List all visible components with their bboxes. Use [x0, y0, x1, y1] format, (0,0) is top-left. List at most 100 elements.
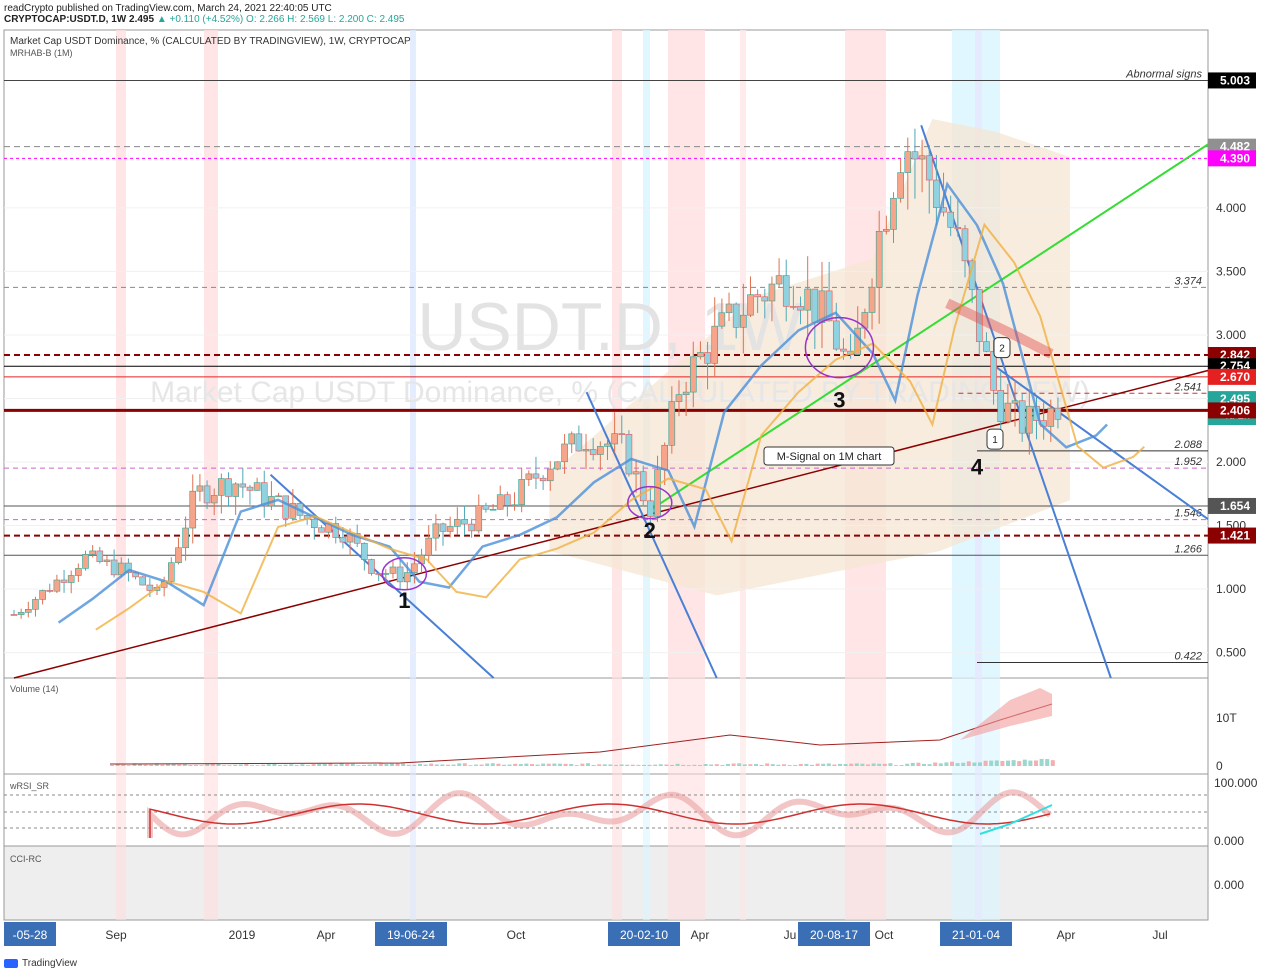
volume-bar-113	[742, 764, 747, 766]
volume-bar-91	[619, 764, 624, 766]
volume-bar-49	[384, 764, 389, 766]
x-tick-box-0	[4, 922, 56, 946]
volume-bar-28	[266, 764, 271, 766]
candle-95	[689, 356, 697, 393]
candle-109	[790, 306, 797, 308]
volume-bar-29	[272, 763, 277, 766]
candle-51	[375, 573, 382, 575]
candle-140	[1011, 400, 1019, 404]
candle-32	[239, 483, 247, 488]
volume-bar-107	[709, 764, 714, 766]
volume-bar-114	[748, 764, 753, 766]
trend-line-blue-2	[585, 391, 718, 679]
symbol-info: CRYPTOCAP:USDT.D, 1W 2.495 ▲ +0.110 (+4.…	[4, 14, 405, 25]
candle-45	[332, 523, 340, 538]
circle-marker-0	[381, 557, 428, 591]
watermark: USDT.D, 1W Market Cap USDT Dominance, % …	[150, 289, 1090, 409]
candle-62	[454, 519, 461, 527]
volume-bar-138	[882, 763, 887, 766]
candle-42	[311, 518, 318, 529]
volume-bar-4	[132, 763, 137, 766]
candle-18	[139, 576, 147, 586]
candle-0	[10, 614, 18, 616]
badge-text-5.003: 5.003	[1220, 73, 1250, 87]
candle-25	[189, 490, 197, 529]
candle-66	[482, 505, 490, 510]
candle-59	[432, 523, 440, 539]
volume-bar-48	[378, 763, 383, 766]
volume-bar-146	[927, 764, 932, 766]
cci-pane[interactable]	[3, 845, 1209, 921]
candle-102	[740, 314, 747, 328]
x-tick-1: Sep	[105, 928, 127, 942]
volume-bar-63	[462, 763, 467, 766]
volume-bar-123	[798, 763, 803, 766]
annotation-4: 4	[971, 455, 984, 480]
tradingview-logo-icon	[4, 959, 18, 968]
volume-bar-10	[166, 763, 170, 766]
volume-bar-18	[210, 763, 215, 766]
volume-bar-47	[373, 764, 378, 766]
volume-bar-31	[283, 764, 288, 766]
x-tick-6: 20-02-10	[620, 928, 668, 942]
volume-bar-54	[412, 764, 417, 766]
candle-71	[518, 479, 525, 506]
volume-bar-32	[289, 764, 294, 766]
volume-bar-109	[720, 765, 725, 766]
volume-bar-14	[188, 765, 193, 766]
volume-bar-58	[434, 764, 439, 766]
candle-69	[504, 494, 511, 506]
volume-bar-75	[530, 764, 534, 766]
x-tick-2: 2019	[229, 928, 256, 942]
time-axis[interactable]: -05-28 Sep 2019 Apr 19-06-24 Oct 20-02-10 Apr Ju…	[4, 922, 1168, 946]
volume-bar-111	[731, 763, 736, 766]
volume-bar-30	[278, 764, 282, 766]
y-tick-6: 3.500	[1216, 264, 1246, 278]
volume-bar-19	[216, 763, 221, 766]
volume-bar-82	[569, 764, 574, 766]
candle-64	[468, 523, 475, 532]
candle-86	[625, 433, 633, 475]
volume-pane[interactable]	[3, 677, 1209, 775]
signal-band-2	[410, 30, 416, 678]
level-label-0: Abnormal signs	[1125, 68, 1202, 80]
volume-bar-24	[244, 763, 249, 766]
x-tick-11: 21-01-04	[952, 928, 1000, 942]
candle-135	[975, 289, 983, 342]
volume-bar-11	[171, 763, 176, 766]
volume-bar-168	[1050, 760, 1055, 766]
signal-band-lower-2	[410, 678, 416, 920]
volume-bar-16	[199, 765, 204, 766]
candle-7	[60, 579, 68, 583]
volume-bar-69	[496, 763, 501, 766]
ma-orange	[95, 222, 1145, 631]
candle-103	[747, 294, 754, 316]
candle-23	[175, 547, 182, 564]
cci-tick-0: 0.000	[1214, 878, 1244, 892]
indicator-label: MRHAB-B (1M)	[10, 48, 73, 58]
volume-bar-89	[608, 764, 613, 766]
candle-50	[368, 559, 375, 574]
volume-bar-102	[681, 764, 686, 766]
callout-text: M-Signal on 1M chart	[777, 451, 882, 463]
volume-bar-154	[972, 762, 977, 766]
volume-bar-158	[994, 760, 999, 766]
x-tick-box-11	[940, 922, 1012, 946]
candle-101	[732, 303, 740, 328]
candle-76	[554, 461, 561, 470]
ohlc: O: 2.266 H: 2.569 L: 2.200 C: 2.495	[246, 14, 405, 25]
candle-11	[89, 550, 96, 555]
volume-bar-1	[115, 764, 120, 766]
badge-text-4.482: 4.482	[1220, 140, 1250, 154]
candle-37	[275, 495, 282, 498]
volume-bar-110	[726, 763, 730, 766]
candle-8	[67, 575, 75, 583]
volume-bar-112	[737, 763, 742, 766]
volume-bar-162	[1017, 761, 1022, 766]
x-tick-9: 20-08-17	[810, 928, 858, 942]
x-tick-10: Oct	[875, 928, 894, 942]
candle-114	[825, 290, 833, 322]
volume-bar-0	[110, 765, 114, 766]
